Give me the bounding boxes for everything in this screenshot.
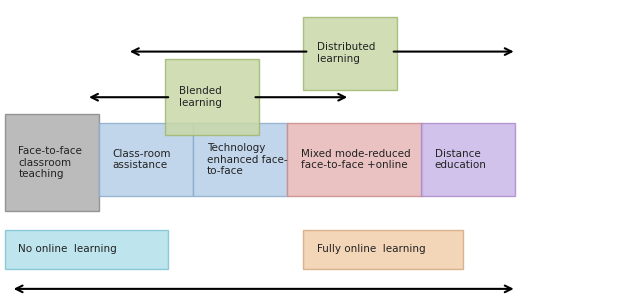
Text: Blended
learning: Blended learning xyxy=(179,86,221,108)
Text: Mixed mode-reduced
face-to-face +online: Mixed mode-reduced face-to-face +online xyxy=(301,149,411,170)
Text: Face-to-face
classroom
teaching: Face-to-face classroom teaching xyxy=(18,146,82,179)
Text: Class-room
assistance: Class-room assistance xyxy=(112,149,171,170)
FancyBboxPatch shape xyxy=(165,59,259,135)
Text: Fully online  learning: Fully online learning xyxy=(317,244,425,254)
FancyBboxPatch shape xyxy=(99,123,193,196)
Text: Distance
education: Distance education xyxy=(435,149,487,170)
FancyBboxPatch shape xyxy=(303,17,397,90)
FancyBboxPatch shape xyxy=(421,123,516,196)
FancyBboxPatch shape xyxy=(4,114,99,211)
FancyBboxPatch shape xyxy=(193,123,287,196)
Text: Technology
enhanced face-
to-face: Technology enhanced face- to-face xyxy=(207,143,288,176)
FancyBboxPatch shape xyxy=(287,123,422,196)
FancyBboxPatch shape xyxy=(4,230,168,269)
FancyBboxPatch shape xyxy=(303,230,463,269)
Text: Distributed
learning: Distributed learning xyxy=(317,42,375,64)
Text: No online  learning: No online learning xyxy=(18,244,117,254)
